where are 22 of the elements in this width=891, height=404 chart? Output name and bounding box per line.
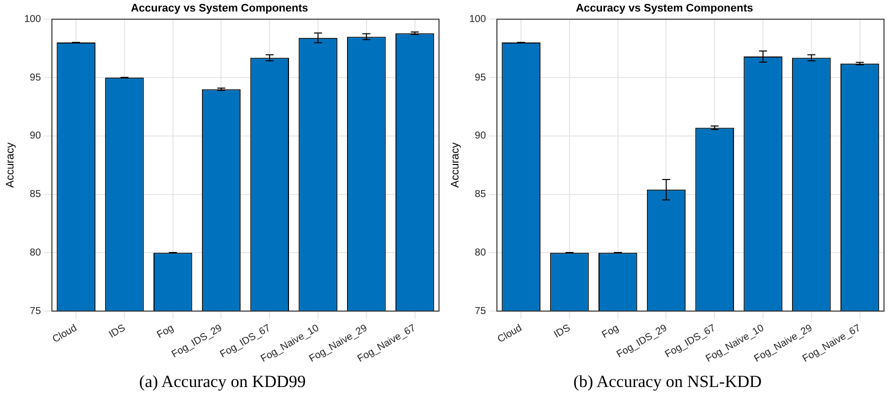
y-tick-label: 90 — [474, 130, 486, 142]
y-tick-label: 85 — [474, 189, 486, 200]
y-tick-label: 80 — [474, 247, 486, 258]
y-tick-label: 95 — [30, 72, 42, 84]
y-tick-label: 100 — [24, 14, 42, 25]
x-tick-label: IDS — [552, 322, 573, 341]
text: (b) Accuracy on NSL-KDD — [572, 372, 763, 392]
y-tick-label: 80 — [30, 247, 42, 258]
y-axis-title: Accuracy — [450, 142, 462, 188]
y-axis-title: Accuracy — [4, 142, 17, 188]
chart-title: Accuracy vs System Components — [576, 2, 754, 15]
y-tick-label: 100 — [469, 14, 486, 25]
y-tick-label: 85 — [30, 189, 42, 200]
y-tick-label: 75 — [30, 306, 42, 317]
chart-title: Accuracy vs System Components — [130, 2, 308, 15]
x-tick-label: Fog — [155, 322, 176, 341]
y-tick-label: 90 — [30, 130, 42, 142]
text: (a) Accuracy on KDD99 — [138, 372, 307, 392]
x-tick-label: Fog — [600, 322, 621, 341]
y-tick-label: 75 — [474, 306, 486, 317]
y-tick-label: 95 — [474, 72, 486, 84]
x-tick-label: IDS — [107, 322, 128, 341]
